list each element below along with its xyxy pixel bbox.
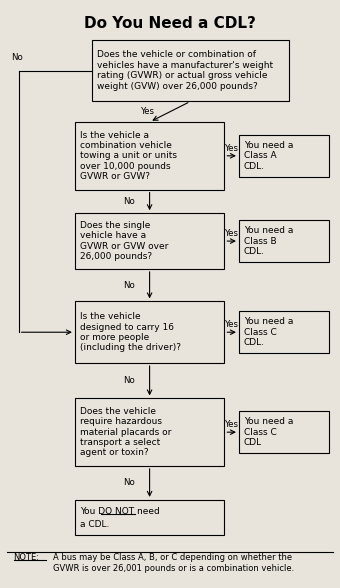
- Text: Yes: Yes: [225, 320, 239, 329]
- Text: Yes: Yes: [225, 143, 239, 153]
- Text: Does the vehicle
require hazardous
material placards or
transport a select
agent: Does the vehicle require hazardous mater…: [80, 407, 171, 457]
- Text: NOTE:: NOTE:: [14, 553, 39, 562]
- Text: Yes: Yes: [141, 107, 155, 116]
- FancyBboxPatch shape: [92, 40, 289, 102]
- Text: GVWR is over 26,001 pounds or is a combination vehicle.: GVWR is over 26,001 pounds or is a combi…: [53, 563, 294, 573]
- FancyBboxPatch shape: [75, 213, 224, 269]
- Text: You DO NOT need: You DO NOT need: [80, 507, 160, 516]
- Text: No: No: [123, 197, 135, 206]
- Text: Does the single
vehicle have a
GVWR or GVW over
26,000 pounds?: Does the single vehicle have a GVWR or G…: [80, 221, 168, 261]
- Text: Does the vehicle or combination of
vehicles have a manufacturer's weight
rating : Does the vehicle or combination of vehic…: [97, 51, 273, 91]
- Text: You need a
Class C
CDL.: You need a Class C CDL.: [244, 318, 293, 347]
- FancyBboxPatch shape: [75, 302, 224, 363]
- Text: You need a
Class C
CDL: You need a Class C CDL: [244, 417, 293, 447]
- Text: No: No: [123, 479, 135, 487]
- Text: No: No: [123, 280, 135, 290]
- Text: No: No: [123, 376, 135, 385]
- Text: No: No: [11, 53, 23, 62]
- FancyBboxPatch shape: [239, 411, 329, 453]
- Text: You need a
Class B
CDL.: You need a Class B CDL.: [244, 226, 293, 256]
- FancyBboxPatch shape: [239, 135, 329, 177]
- FancyBboxPatch shape: [239, 311, 329, 353]
- Text: Yes: Yes: [225, 420, 239, 429]
- Text: Do You Need a CDL?: Do You Need a CDL?: [84, 16, 256, 31]
- FancyBboxPatch shape: [75, 122, 224, 189]
- FancyBboxPatch shape: [239, 220, 329, 262]
- Text: Is the vehicle
designed to carry 16
or more people
(including the driver)?: Is the vehicle designed to carry 16 or m…: [80, 312, 181, 352]
- Text: A bus may be Class A, B, or C depending on whether the: A bus may be Class A, B, or C depending …: [53, 553, 292, 562]
- FancyBboxPatch shape: [75, 500, 224, 535]
- Text: Yes: Yes: [225, 229, 239, 238]
- FancyBboxPatch shape: [75, 399, 224, 466]
- Text: You need a
Class A
CDL.: You need a Class A CDL.: [244, 141, 293, 171]
- Text: a CDL.: a CDL.: [80, 520, 109, 529]
- Text: Is the vehicle a
combination vehicle
towing a unit or units
over 10,000 pounds
G: Is the vehicle a combination vehicle tow…: [80, 131, 177, 181]
